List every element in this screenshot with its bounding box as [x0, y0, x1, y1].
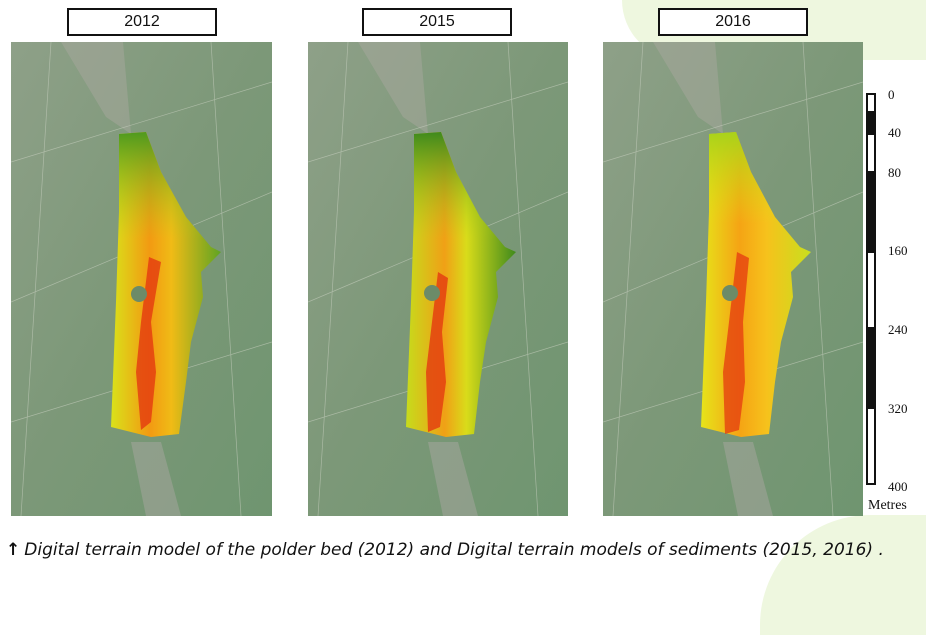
scale-segment: [866, 133, 876, 173]
figure-caption: ↑ Digital terrain model of the polder bed…: [6, 537, 886, 563]
scale-segment: [866, 407, 876, 485]
scale-segment: [866, 113, 876, 133]
scale-tick-label: 0: [888, 87, 895, 102]
background-accent-shape: [760, 515, 926, 635]
scale-tick-label: 40: [888, 125, 901, 140]
scale-tick-label: 80: [888, 165, 901, 180]
scale-segment: [866, 93, 876, 113]
arrow-up-icon: ↑: [6, 540, 21, 560]
year-label-2016: 2016: [658, 8, 808, 36]
scale-unit-label: Metres: [868, 498, 907, 513]
year-label-2012: 2012: [67, 8, 217, 36]
caption-text: Digital terrain model of the polder bed …: [24, 540, 884, 560]
scale-tick-label: 400: [888, 479, 908, 494]
scale-bar: [866, 93, 876, 485]
scale-segment: [866, 173, 876, 251]
terrain-map-panel-2016: [603, 42, 863, 516]
scale-tick-label: 240: [888, 322, 908, 337]
scale-segment: [866, 251, 876, 329]
year-label-2015: 2015: [362, 8, 512, 36]
terrain-map-panel-2012: [11, 42, 272, 516]
terrain-map-panel-2015: [308, 42, 568, 516]
terrain-map-2016: [603, 42, 863, 516]
scale-tick-label: 320: [888, 401, 908, 416]
terrain-map-2012: [11, 42, 272, 516]
terrain-map-2015: [308, 42, 568, 516]
scale-segment: [866, 329, 876, 407]
scale-tick-label: 160: [888, 243, 908, 258]
